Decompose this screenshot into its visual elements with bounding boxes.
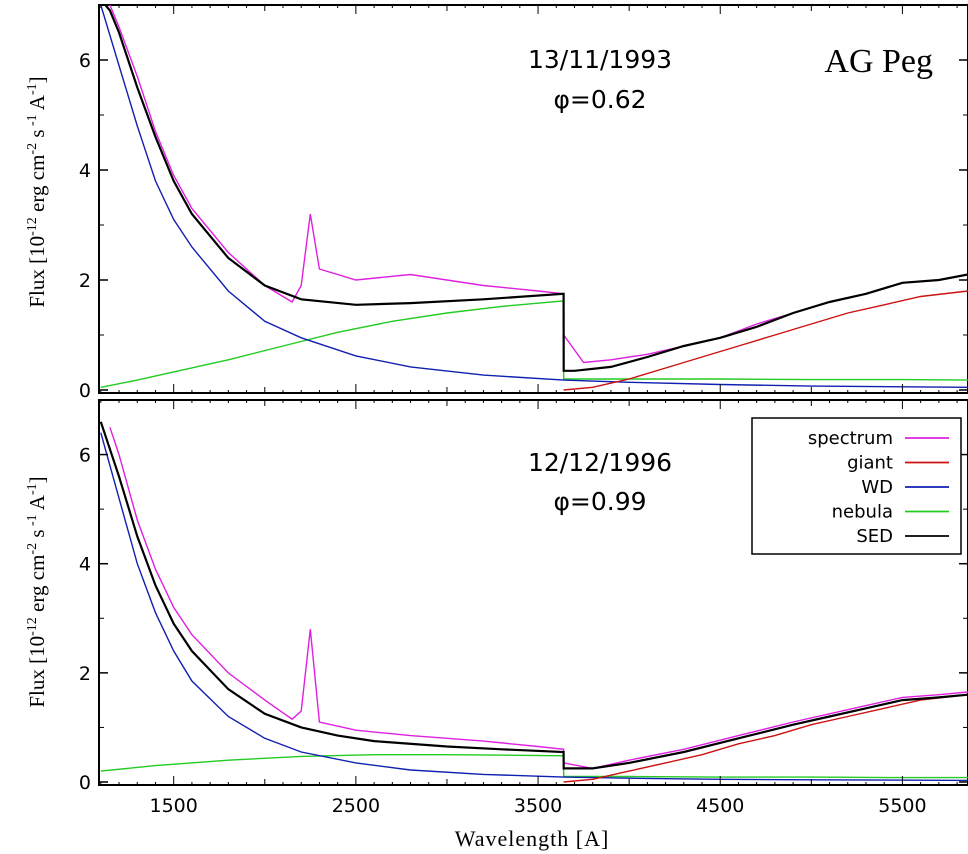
- y-tick-label: 0: [79, 380, 91, 402]
- legend-label-wd: WD: [861, 477, 893, 498]
- series-nebula-line-top: [100, 300, 968, 388]
- x-tick-label: 2500: [332, 795, 380, 817]
- y-tick-label: 0: [79, 772, 91, 794]
- y-tick-label: 2: [79, 270, 91, 292]
- y-tick-label: 6: [79, 50, 91, 72]
- star-label: AG Peg: [824, 43, 933, 80]
- series-nebula-line-bottom: [100, 754, 968, 779]
- panel-top-date: 13/11/1993: [528, 45, 672, 74]
- legend-box: [751, 417, 962, 555]
- legend-label-giant: giant: [847, 453, 893, 474]
- axes-ticks: 0 2 4 6 0 2 4 6 1500 2500 3500 4500 5500: [79, 5, 968, 817]
- x-tick-label: 4500: [696, 795, 744, 817]
- series-giant-line-bottom: [563, 694, 968, 783]
- panel-bottom-ylabel: Flux [10-12 erg cm-2 s -1 A-1]: [25, 476, 49, 707]
- legend: spectrum giant WD nebula SED: [751, 417, 962, 555]
- panel-bottom-plot: [99, 421, 968, 783]
- y-tick-label: 4: [79, 160, 91, 182]
- y-tick-label: 4: [79, 554, 91, 576]
- x-tick-label: 1500: [150, 795, 198, 817]
- y-tick-label: 6: [79, 445, 91, 467]
- series-wd-line-top: [100, 5, 968, 388]
- panel-top-phase: φ=0.62: [553, 85, 646, 114]
- panel-bottom-date: 12/12/1996: [528, 448, 672, 477]
- x-tick-label: 3500: [514, 795, 562, 817]
- panel-bottom-phase: φ=0.99: [553, 487, 646, 516]
- series-sed-line-top: [103, 5, 968, 372]
- panel-bottom-frame: [98, 399, 968, 786]
- x-axis-label: Wavelength [A]: [455, 826, 610, 851]
- legend-label-nebula: nebula: [832, 502, 893, 523]
- y-tick-label: 2: [79, 663, 91, 685]
- series-sed-line-bottom: [99, 421, 968, 770]
- legend-label-sed: SED: [856, 526, 893, 547]
- panel-top-plot: [100, 5, 968, 391]
- panel-top-frame: [98, 4, 968, 394]
- panel-top-ylabel: Flux [10-12 erg cm-2 s -1 A-1]: [25, 76, 49, 307]
- series-wd-line-bottom: [100, 432, 968, 782]
- series-spectrum-line-bottom: [109, 427, 968, 770]
- series-giant-line-top: [563, 290, 968, 391]
- legend-label-spectrum: spectrum: [808, 428, 893, 449]
- x-tick-label: 5500: [878, 795, 926, 817]
